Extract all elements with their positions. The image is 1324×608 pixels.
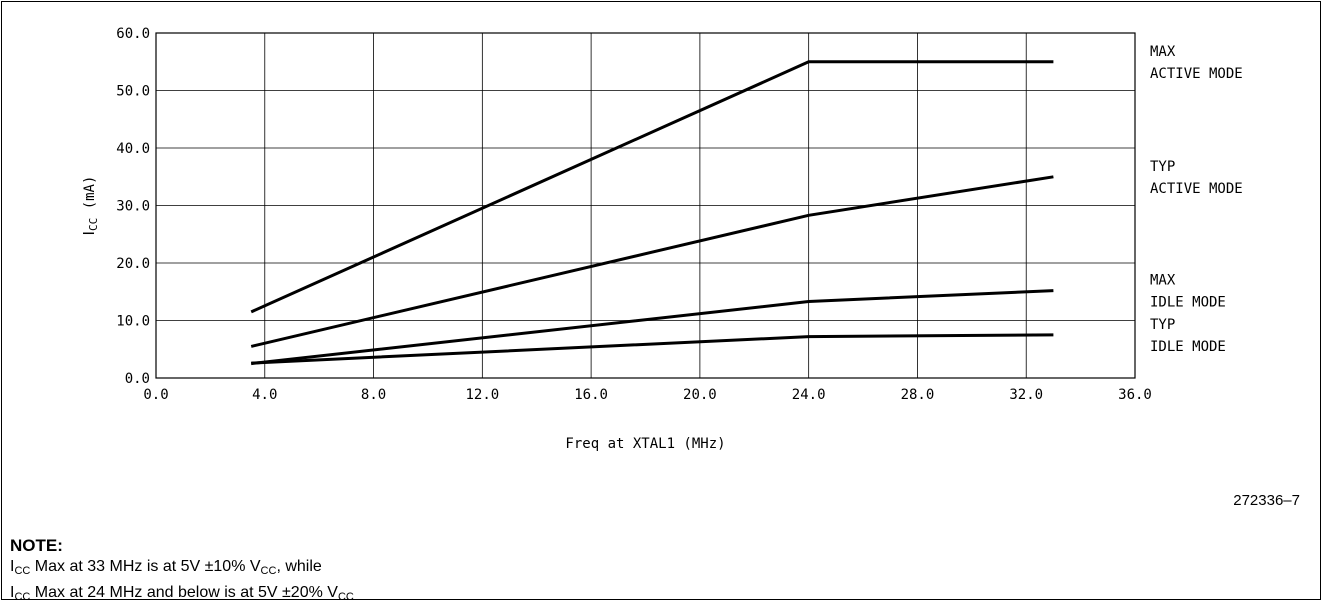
series-label-0-line-1: ACTIVE MODE [1150,66,1243,82]
note-line-2-a: I [10,584,15,601]
icc-vs-frequency-chart: 0.0 4.0 8.0 12.0 16.0 20.0 24.0 28.0 32.0 36.0 0.… [81,26,1243,452]
y-axis-label: ICC (mA) [81,176,100,236]
x-tick-label: 12.0 [465,387,499,403]
y-tick-label: 50.0 [116,84,150,100]
series-line-1 [250,175,1054,348]
y-tick-label: 30.0 [116,199,150,215]
x-tick-label: 20.0 [683,387,717,403]
y-tick-label: 0.0 [125,371,150,387]
series-labels: MAX ACTIVE MODE TYP ACTIVE MODE MAX IDLE MODE… [1150,44,1243,355]
x-tick-label: 4.0 [252,387,277,403]
x-axis-label: Freq at XTAL1 (MHz) [565,436,725,452]
x-tick-label: 36.0 [1118,387,1152,403]
y-tick-label: 10.0 [116,314,150,330]
series-label-2-line-1: IDLE MODE [1150,295,1226,311]
series-line-3 [251,333,1054,365]
series-label-2-line-0: MAX [1150,273,1176,289]
note-line-1: ICC Max at 33 MHz is at 5V ±10% VCC, whi… [10,556,354,582]
y-tick-labels: 0.0 10.0 20.0 30.0 40.0 50.0 60.0 [116,26,150,387]
series-line-2 [251,289,1054,366]
series-label-1-line-1: ACTIVE MODE [1150,181,1243,197]
note-line-2-b-sub: CC [337,591,354,603]
y-axis-label-main: I [81,231,98,235]
note-title: NOTE: [10,536,63,555]
note-line-1-a: I [10,558,15,575]
note-line-1-b: Max at 33 MHz is at 5V ±10% V [30,558,261,575]
y-axis-label-sub: CC [87,218,100,231]
plot-area-border [155,32,1136,379]
note-line-2: ICC Max at 24 MHz and below is at 5V ±20… [10,582,354,608]
series-label-1-line-0: TYP [1150,159,1175,175]
x-tick-label: 8.0 [361,387,386,403]
figure-id: 272336–7 [1233,492,1300,509]
grid-lines [155,32,1136,379]
x-tick-label: 0.0 [143,387,168,403]
note-line-2-b: Max at 24 MHz and below is at 5V ±20% V [30,584,338,601]
y-tick-label: 20.0 [116,256,150,272]
series-label-3-line-1: IDLE MODE [1150,339,1226,355]
x-tick-label: 16.0 [574,387,608,403]
x-tick-label: 24.0 [792,387,826,403]
note-line-1-a-sub: CC [14,565,31,577]
x-tick-label: 28.0 [901,387,935,403]
y-tick-label: 60.0 [116,26,150,42]
y-axis-label-unit: (mA) [82,176,98,218]
note-line-1-b-sub: CC [260,565,277,577]
note: NOTE: ICC Max at 33 MHz is at 5V ±10% VC… [10,535,354,608]
note-line-1-c: , while [276,558,322,575]
x-tick-labels: 0.0 4.0 8.0 12.0 16.0 20.0 24.0 28.0 32.0 36.0 [143,387,1152,403]
series-line-0 [250,60,1054,314]
series-label-3-line-0: TYP [1150,317,1175,333]
series-label-0-line-0: MAX [1150,44,1176,60]
note-line-2-a-sub: CC [14,591,31,603]
x-tick-label: 32.0 [1009,387,1043,403]
series-lines [250,60,1054,366]
y-tick-label: 40.0 [116,141,150,157]
